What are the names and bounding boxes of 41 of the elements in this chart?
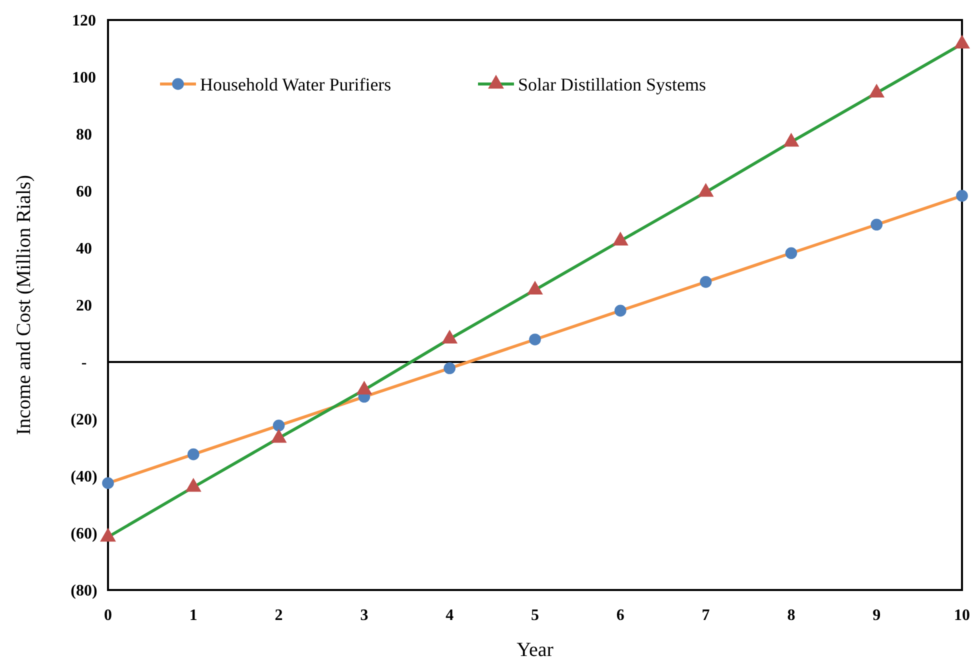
y-tick-label: (60) — [70, 526, 98, 543]
y-tick-label: - — [81, 354, 87, 372]
point — [698, 182, 714, 197]
y-tick-label: 120 — [72, 12, 96, 30]
y-axis-title: Income and Cost (Million Rials) — [13, 175, 35, 435]
x-tick-label: 6 — [616, 607, 624, 624]
point — [868, 84, 885, 98]
y-tick-label: 40 — [76, 240, 92, 258]
x-tick-label: 9 — [872, 607, 881, 624]
point — [785, 247, 798, 260]
y-tick-label: (20) — [70, 412, 98, 429]
point — [614, 304, 626, 317]
x-axis-title: Year — [516, 639, 554, 661]
legend-label: Solar Distillation Systems — [518, 74, 706, 94]
point — [102, 477, 114, 490]
point — [700, 276, 712, 288]
x-tick-label: 5 — [531, 607, 539, 624]
x-tick-label: 4 — [446, 607, 454, 624]
x-tick-label: 1 — [189, 607, 198, 624]
point — [783, 132, 800, 147]
y-tick-label: (40) — [70, 468, 98, 486]
point — [870, 218, 883, 231]
legend-label: Household Water Purifiers — [200, 74, 392, 94]
y-tick-label: 20 — [76, 298, 92, 315]
point — [187, 448, 200, 460]
point — [444, 362, 456, 374]
y-tick-label: 60 — [76, 184, 92, 201]
x-tick-label: 2 — [274, 607, 283, 624]
y-tick-label: 80 — [76, 126, 92, 144]
x-tick-label: 8 — [787, 607, 796, 624]
point — [612, 232, 628, 246]
point — [272, 420, 285, 432]
point — [954, 34, 970, 49]
x-tick-label: 0 — [104, 607, 112, 624]
point — [956, 190, 968, 202]
x-tick-label: 3 — [360, 607, 368, 624]
point — [529, 334, 541, 346]
x-tick-label: 7 — [702, 607, 710, 624]
x-tick-label: 10 — [954, 607, 970, 624]
y-tick-label: 100 — [72, 70, 96, 87]
y-tick-label: (80) — [70, 582, 98, 600]
